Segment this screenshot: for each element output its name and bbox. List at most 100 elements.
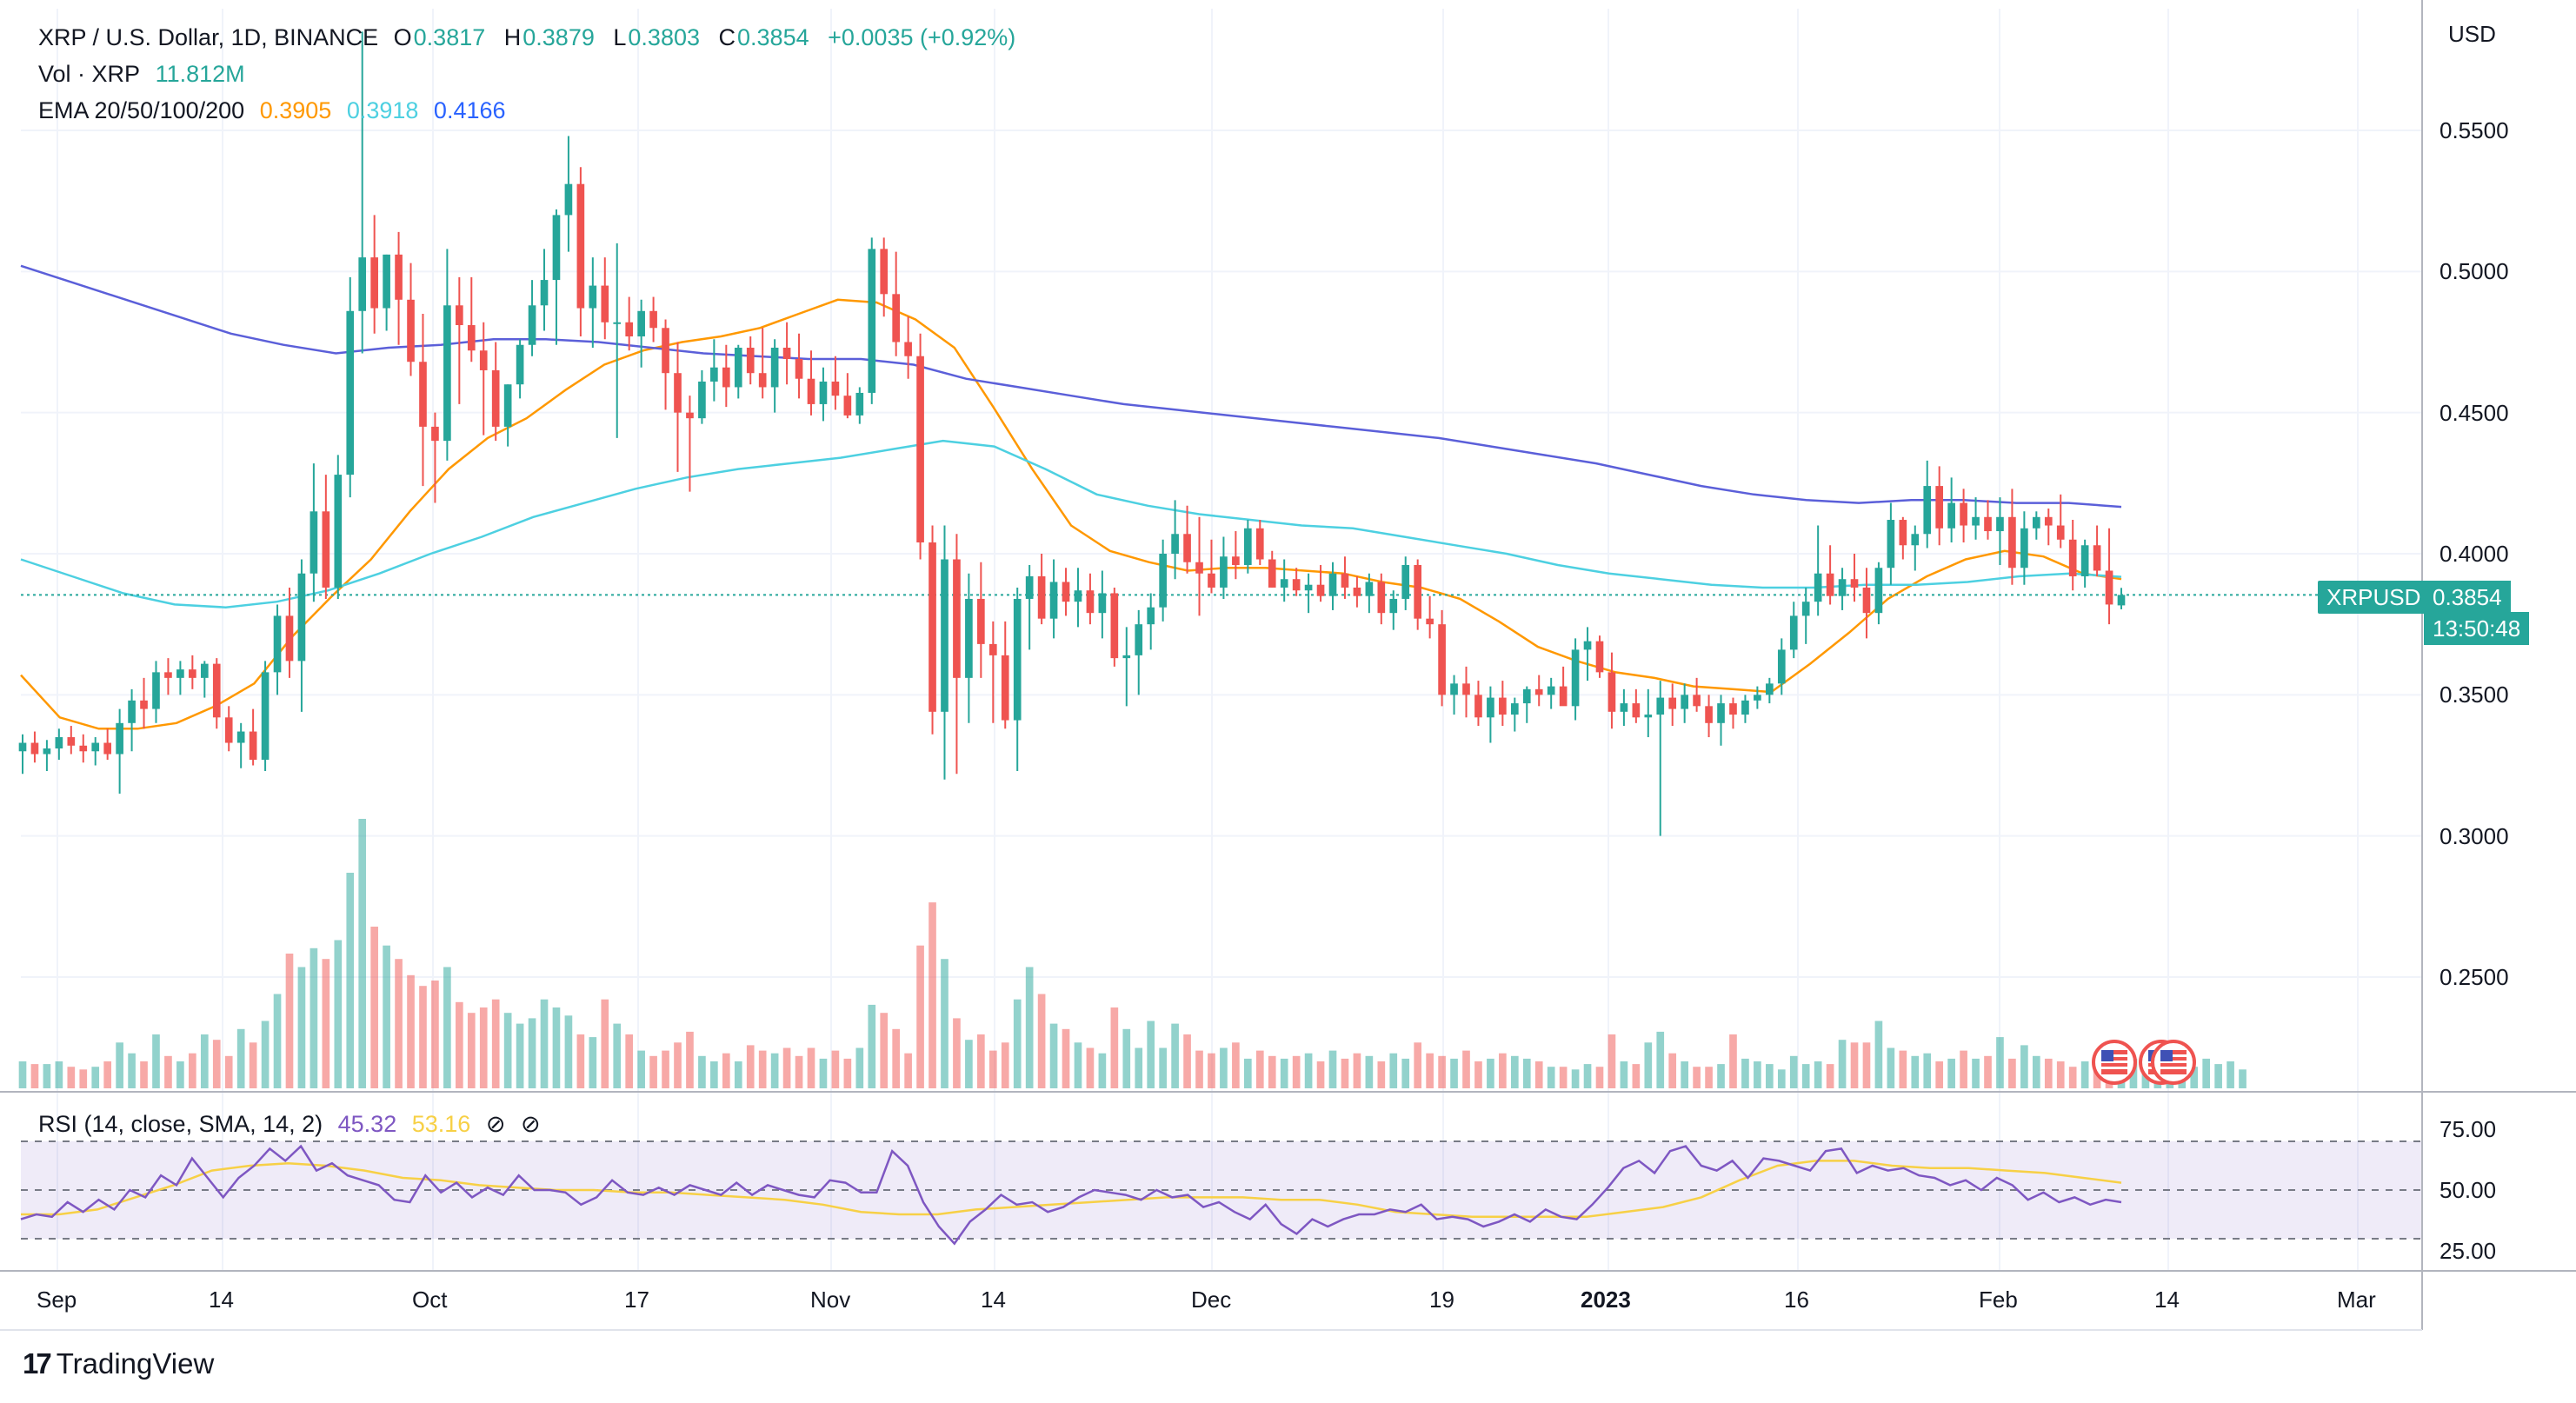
candle-body <box>1729 703 1737 715</box>
volume-bar <box>2068 1067 2077 1088</box>
candle-body <box>285 615 294 662</box>
time-tick-label: 14 <box>2154 1287 2180 1313</box>
time-tick-label: Dec <box>1191 1287 1232 1313</box>
candle-body <box>2093 545 2101 571</box>
candle-body <box>662 328 669 374</box>
candle-body <box>770 347 779 388</box>
candle-body <box>795 358 803 379</box>
candle-body <box>370 257 378 309</box>
volume-bar <box>1195 1050 1203 1088</box>
logo-icon: 17 <box>23 1347 52 1380</box>
candle-body <box>2020 528 2028 569</box>
volume-bar <box>91 1067 100 1088</box>
candle-body <box>1947 502 1955 529</box>
candle-body <box>55 737 63 749</box>
event-flags[interactable] <box>2092 1040 2196 1085</box>
flag-stripe <box>2160 1054 2187 1057</box>
volume-bar <box>1098 1053 1107 1088</box>
candle-body <box>758 373 767 388</box>
volume-bar <box>1049 1023 1058 1088</box>
volume-bar <box>2056 1061 2065 1088</box>
candle-body <box>1693 695 1701 707</box>
us-flag-icon[interactable] <box>2092 1040 2137 1085</box>
candle-body <box>419 362 427 427</box>
volume-bar <box>152 1034 160 1088</box>
volume-bar <box>1255 1050 1264 1088</box>
time-tick-label: Mar <box>2337 1287 2376 1313</box>
change-value: +0.0035 (+0.92%) <box>828 24 1016 50</box>
candle-body <box>236 731 245 743</box>
time-tick-label: Feb <box>1979 1287 2018 1313</box>
volume-bar <box>1887 1047 1895 1088</box>
volume-bar <box>674 1042 682 1088</box>
candle-body <box>880 249 889 295</box>
candle-body <box>1668 697 1677 709</box>
candle-body <box>540 280 549 306</box>
candle-body <box>383 254 390 309</box>
volume-bar <box>1874 1021 1883 1088</box>
rsi-tick-label: 25.00 <box>2440 1238 2497 1264</box>
hide-icon[interactable]: ⊘ <box>485 1111 506 1137</box>
candle-body <box>637 310 645 337</box>
volume-bar <box>880 1013 889 1088</box>
ema-legend[interactable]: EMA 20/50/100/200 0.3905 0.3918 0.4166 <box>38 97 515 124</box>
logo-text: TradingView <box>56 1347 215 1380</box>
volume-bar <box>431 981 439 1088</box>
volume-bar <box>1171 1023 1179 1088</box>
volume-bar <box>1135 1047 1143 1088</box>
candle-body <box>456 305 463 326</box>
volume-bar <box>807 1047 815 1088</box>
volume-bar <box>564 1015 573 1088</box>
hide-icon[interactable]: ⊘ <box>520 1111 541 1137</box>
volume-bar <box>686 1031 694 1088</box>
candle-body <box>1547 686 1555 695</box>
volume-bar <box>1147 1021 1155 1088</box>
candle-body <box>1292 579 1301 591</box>
candle-body <box>1766 683 1774 695</box>
candle-body <box>528 305 536 345</box>
ema-label: EMA 20/50/100/200 <box>38 97 245 123</box>
candle-body <box>1960 502 1967 526</box>
volume-bar <box>1208 1053 1215 1088</box>
candle-body <box>395 254 403 300</box>
rsi-legend[interactable]: RSI (14, close, SMA, 14, 2) 45.32 53.16 … <box>38 1111 549 1138</box>
volume-value: 11.812M <box>155 61 245 87</box>
candle-body <box>176 669 184 678</box>
candle-body <box>491 369 500 427</box>
candle-body <box>443 305 451 442</box>
volume-bar <box>1268 1055 1276 1088</box>
price-tick-label: 0.3000 <box>2440 822 2509 849</box>
tradingview-logo[interactable]: 17 TradingView <box>23 1347 214 1380</box>
close-value: 0.3854 <box>737 24 809 50</box>
symbol-legend[interactable]: XRP / U.S. Dollar, 1D, BINANCE O0.3817 H… <box>38 24 1024 51</box>
volume-bar <box>1316 1061 1325 1088</box>
volume-bar <box>613 1023 622 1088</box>
volume-bar <box>722 1053 730 1088</box>
candle-body <box>1255 528 1264 560</box>
us-flag-icon[interactable] <box>2151 1040 2196 1085</box>
candle-body <box>1135 624 1143 655</box>
candle-body <box>1656 697 1665 715</box>
volume-bar <box>1244 1058 1252 1088</box>
candle-body <box>1814 573 1822 602</box>
candle-body <box>625 322 634 337</box>
volume-bar <box>2032 1055 2040 1088</box>
pane-frame <box>0 0 2576 1331</box>
volume-bar <box>1025 967 1034 1088</box>
candle-body <box>1183 534 1191 562</box>
candle-body <box>1001 655 1009 721</box>
volume-bar <box>977 1034 985 1088</box>
volume-bar <box>1220 1047 1228 1088</box>
candlesticks <box>18 31 2126 836</box>
volume-legend[interactable]: Vol · XRP 11.812M <box>38 61 254 88</box>
volume-bar <box>164 1055 172 1088</box>
rsi-tick-label: 75.00 <box>2440 1116 2497 1142</box>
volume-bar <box>1729 1034 1737 1088</box>
candle-body <box>1220 556 1228 588</box>
candle-body <box>1328 573 1337 596</box>
volume-bar <box>1037 994 1046 1088</box>
price-tick-label: 0.4500 <box>2440 399 2509 426</box>
candle-body <box>1062 582 1070 602</box>
symbol-name: XRP / U.S. Dollar, 1D, BINANCE <box>38 24 379 50</box>
